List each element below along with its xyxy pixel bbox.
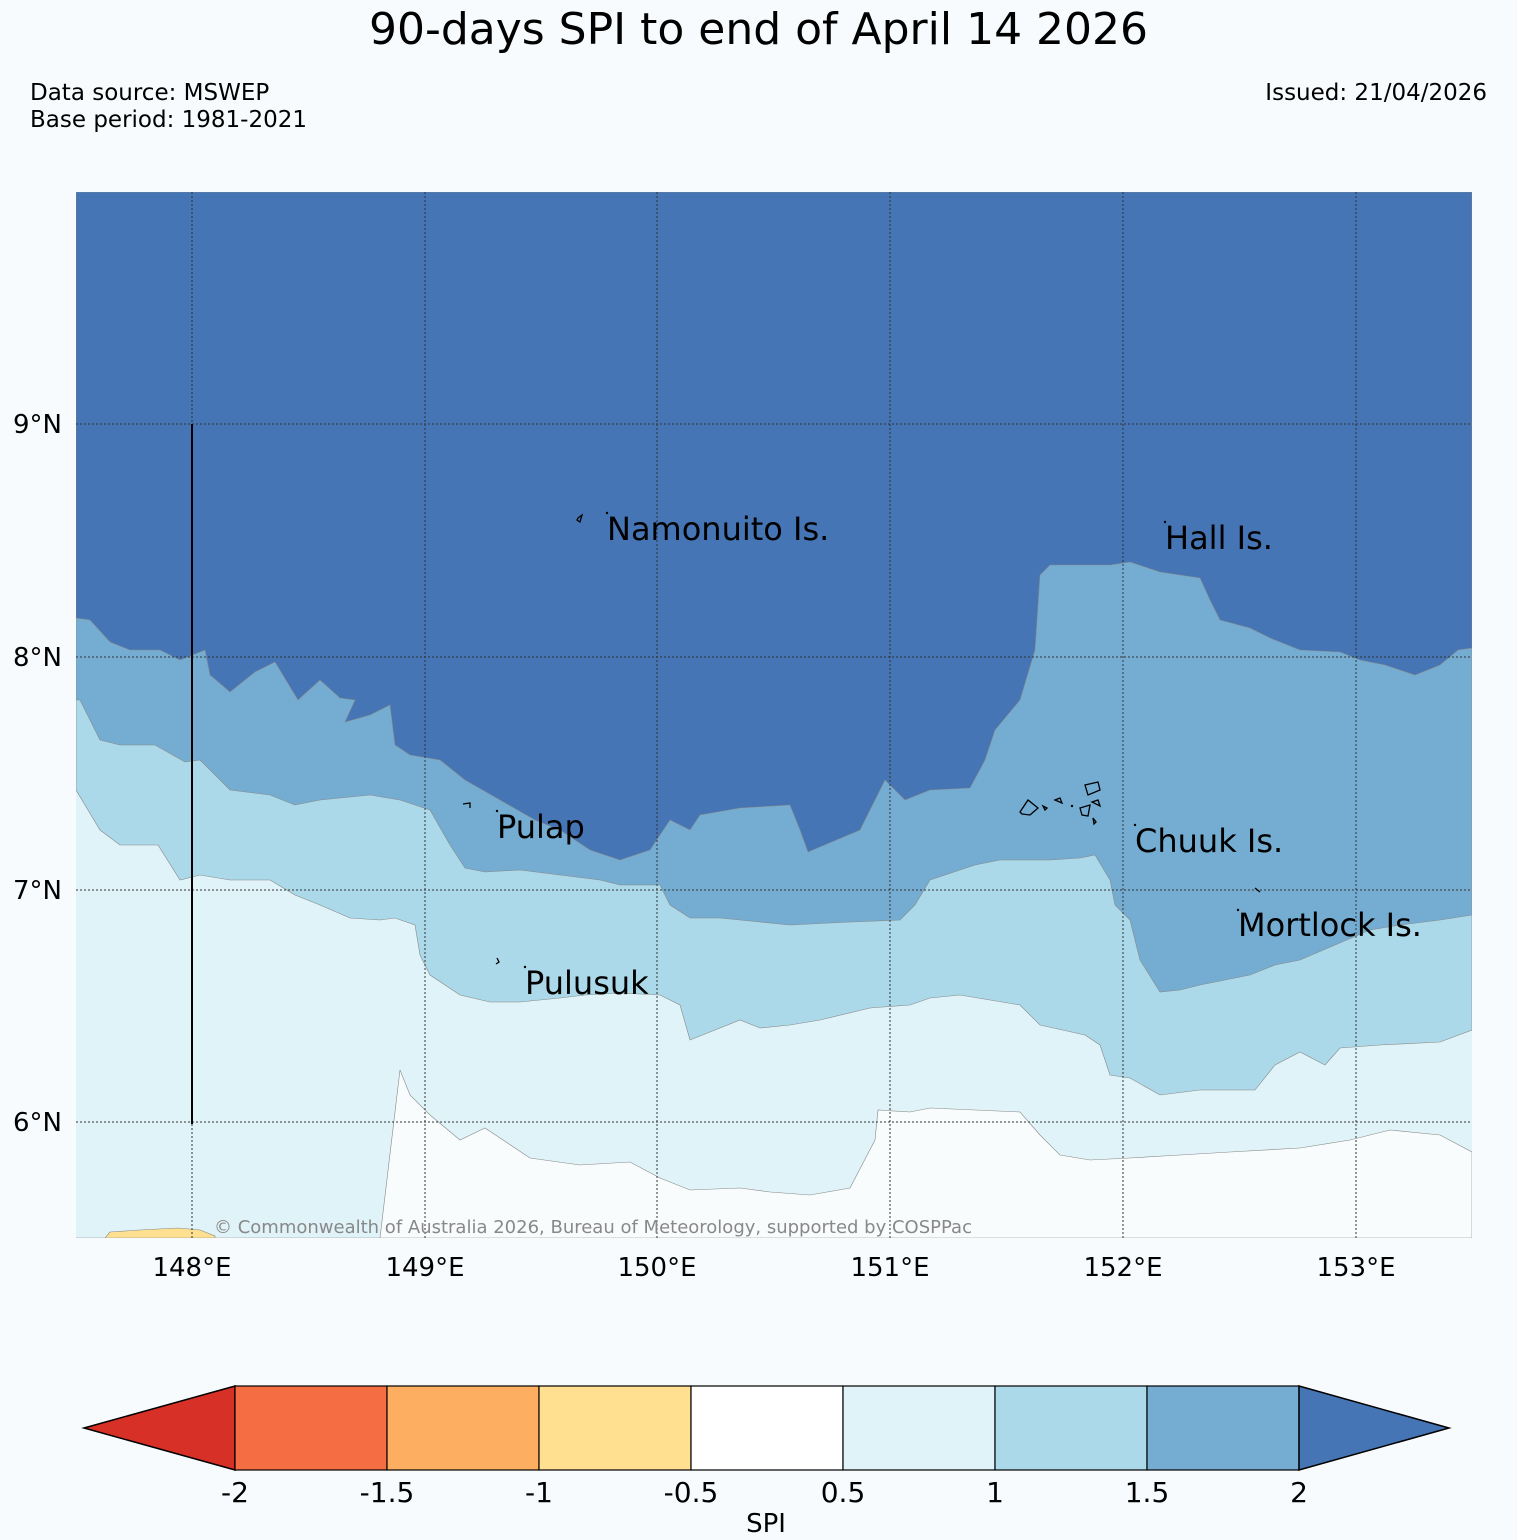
issued-date: Issued: 21/04/2026 bbox=[1265, 80, 1487, 106]
lat-label-6n: 6°N bbox=[13, 1108, 62, 1138]
lon-label-152e: 152°E bbox=[1083, 1253, 1162, 1283]
spi-field bbox=[76, 192, 1472, 1238]
data-source: Data source: MSWEP bbox=[30, 80, 270, 106]
colorbar-segment bbox=[538, 1385, 692, 1471]
place-chuuk: Chuuk Is. bbox=[1135, 822, 1283, 860]
lon-label-148e: 148°E bbox=[152, 1253, 231, 1283]
colorbar-tick-label: 1.5 bbox=[1125, 1476, 1170, 1509]
colorbar-tick-label: 0.5 bbox=[821, 1476, 866, 1509]
island-dots bbox=[495, 511, 1240, 969]
colorbar-segment bbox=[690, 1385, 844, 1471]
place-namonuito: Namonuito Is. bbox=[607, 510, 829, 548]
lon-label-150e: 150°E bbox=[617, 1253, 696, 1283]
place-pulap: Pulap bbox=[497, 808, 585, 846]
lat-label-7n: 7°N bbox=[13, 876, 62, 906]
colorbar-segment bbox=[234, 1385, 388, 1471]
colorbar-segment bbox=[994, 1385, 1148, 1471]
spi-band-dry-patch bbox=[104, 1227, 216, 1238]
copyright-text: © Commonwealth of Australia 2026, Bureau… bbox=[214, 1217, 972, 1238]
lat-label-8n: 8°N bbox=[13, 643, 62, 673]
colorbar-label: SPI bbox=[746, 1509, 786, 1539]
lon-label-151e: 151°E bbox=[850, 1253, 929, 1283]
colorbar-tick-label: -1 bbox=[525, 1476, 553, 1509]
colorbar-tick-label: -1.5 bbox=[360, 1476, 415, 1509]
colorbar-tick-label: -2 bbox=[221, 1476, 249, 1509]
colorbar: -2 -1.5 -1 -0.5 0.5 1 1.5 2 bbox=[81, 1385, 1452, 1509]
data-info: Data source: MSWEP Base period: 1981-202… bbox=[30, 80, 307, 134]
base-period: Base period: 1981-2021 bbox=[30, 107, 308, 133]
colorbar-tick-label: -0.5 bbox=[664, 1476, 719, 1509]
place-mortlock: Mortlock Is. bbox=[1238, 906, 1422, 944]
island-outlines bbox=[462, 513, 1261, 965]
lat-label-9n: 9°N bbox=[13, 410, 62, 440]
gridlines bbox=[76, 192, 1472, 1238]
colorbar-segment bbox=[842, 1385, 996, 1471]
place-pulusuk: Pulusuk bbox=[525, 964, 649, 1002]
colorbar-tick-label: 2 bbox=[1290, 1476, 1308, 1509]
place-hall: Hall Is. bbox=[1165, 519, 1273, 557]
colorbar-segment bbox=[386, 1385, 540, 1471]
map-title: 90-days SPI to end of April 14 2026 bbox=[368, 4, 1149, 55]
lon-label-153e: 153°E bbox=[1316, 1253, 1395, 1283]
colorbar-segment bbox=[1146, 1385, 1300, 1471]
lon-label-149e: 149°E bbox=[385, 1253, 464, 1283]
colorbar-extend-high bbox=[1298, 1385, 1452, 1471]
colorbar-extend-low bbox=[81, 1385, 236, 1471]
colorbar-tick-label: 1 bbox=[986, 1476, 1004, 1509]
